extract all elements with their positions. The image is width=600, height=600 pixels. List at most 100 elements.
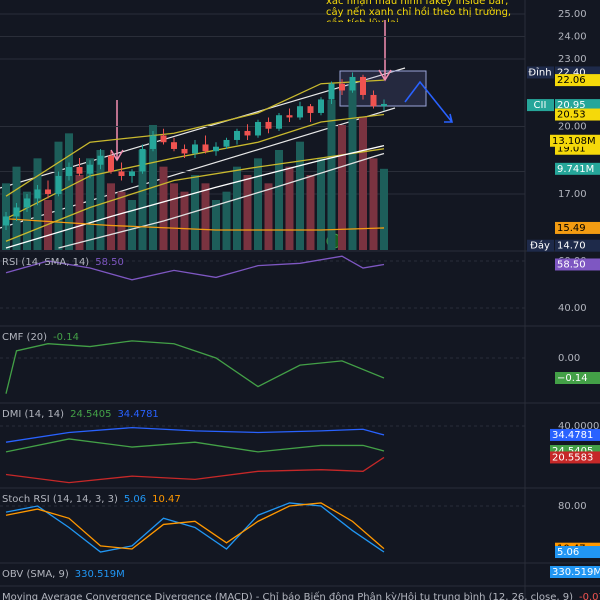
candle-body — [55, 175, 62, 194]
volume-bar — [191, 175, 199, 250]
header-value: 24.5405 — [70, 409, 111, 420]
candle-body — [213, 146, 219, 152]
volume-bar — [380, 168, 388, 250]
header-value: 34.4781 — [117, 409, 158, 420]
price-label: −0.14 — [557, 373, 588, 384]
candle-body — [181, 148, 188, 154]
indicator-line — [5, 255, 385, 281]
volume-bar — [138, 150, 147, 250]
indicator-line — [5, 502, 385, 550]
indicator-line — [5, 144, 385, 249]
y-tick-label: 24.00 — [558, 31, 587, 42]
y-tick-label: 25.00 — [558, 9, 587, 20]
candle-body — [24, 198, 30, 208]
volume-bar — [327, 100, 336, 250]
indicator-line — [5, 438, 385, 453]
candle-body — [255, 121, 261, 136]
price-label-box — [550, 134, 600, 147]
tag-box — [527, 66, 554, 79]
y-tick-label: 80.00 — [558, 501, 587, 512]
candle-body — [108, 155, 114, 172]
price-label: 14.70 — [557, 241, 586, 252]
header-value: 330.519M — [75, 569, 125, 580]
pane — [0, 13, 525, 250]
annotation: xác nhận mẫu hình fakey inside bar, cây … — [326, 0, 512, 22]
price-label: 5.06 — [557, 547, 579, 558]
price-label: 34.4781 — [552, 430, 593, 441]
candle-body — [360, 76, 366, 95]
header-value: -0.07 — [579, 592, 600, 600]
pane-title: Moving Average Convergence Divergence (M… — [2, 591, 573, 600]
price-label-box — [555, 108, 600, 121]
volume-bar — [369, 158, 378, 250]
volume-bar — [306, 175, 315, 250]
volume-bar — [243, 175, 252, 250]
price-label: 330.519M — [552, 567, 600, 578]
pane-title: OBV (SMA, 9) — [2, 569, 69, 580]
candle-body — [339, 83, 345, 91]
header-value: 10.47 — [152, 494, 181, 505]
volume-bar — [264, 183, 273, 250]
price-label-box — [555, 162, 600, 175]
candle-body — [223, 139, 230, 147]
candle-body — [381, 103, 387, 107]
price-label-box — [555, 546, 600, 559]
price-label-box — [555, 372, 600, 384]
y-tick-label: 40.00 — [558, 303, 587, 314]
volume-bar — [86, 158, 94, 250]
candle-body — [202, 144, 209, 152]
y-tick-label: 23.00 — [558, 54, 587, 65]
candle-body — [97, 155, 104, 165]
candle-body — [150, 135, 156, 149]
candle-body — [3, 216, 9, 226]
volume-bar — [201, 183, 210, 250]
volume-bar — [65, 133, 73, 250]
volume-bar — [275, 150, 283, 250]
price-label-box — [550, 451, 600, 464]
price-label: 9.741M — [557, 164, 594, 175]
candle-body — [286, 115, 293, 118]
pane-title: CMF (20) — [2, 332, 47, 343]
candle-body — [349, 76, 356, 91]
volume-bar — [222, 191, 231, 250]
price-label-box — [550, 428, 600, 441]
annotation-box: xác nhận mẫu hình fakey inside bar, cây … — [326, 0, 512, 22]
y-tick-label: 17.00 — [558, 189, 587, 200]
header-value: -0.14 — [53, 332, 79, 343]
indicator-line — [5, 426, 385, 443]
price-label-box — [550, 566, 600, 578]
candle-body — [76, 166, 83, 174]
volume-bar — [128, 200, 136, 250]
candle-body — [13, 207, 20, 217]
pane-title: Stoch RSI (14, 14, 3, 3) — [2, 494, 118, 505]
price-label: 22.40 — [557, 67, 586, 78]
indicator-line — [5, 456, 385, 484]
indicator-line — [5, 218, 385, 231]
arrow-head — [110, 149, 124, 162]
candle-body — [34, 189, 41, 199]
header-value: 58.50 — [95, 257, 124, 268]
candle-body — [66, 166, 72, 176]
candle-body — [139, 148, 146, 172]
pane — [0, 425, 525, 484]
volume-bar — [170, 183, 178, 250]
candle-body — [234, 130, 240, 140]
candle-body — [45, 189, 51, 194]
indicator-line — [5, 502, 385, 553]
candle-body — [276, 115, 282, 129]
volume-bar — [117, 191, 126, 250]
candle-body — [370, 94, 377, 107]
candle-body — [87, 164, 93, 174]
volume-bar — [233, 166, 241, 250]
tag-label: Đỉnh — [528, 66, 551, 78]
tag-label: CII — [534, 100, 547, 111]
price-label: 13.108M — [552, 136, 596, 147]
y-tick-label: 0.00 — [558, 353, 580, 364]
arrow-head — [378, 69, 392, 82]
price-label-box — [555, 221, 600, 234]
tag-box — [527, 99, 554, 112]
volume-bar — [254, 158, 262, 250]
price-label-box — [555, 239, 600, 252]
candle-body — [129, 171, 135, 176]
